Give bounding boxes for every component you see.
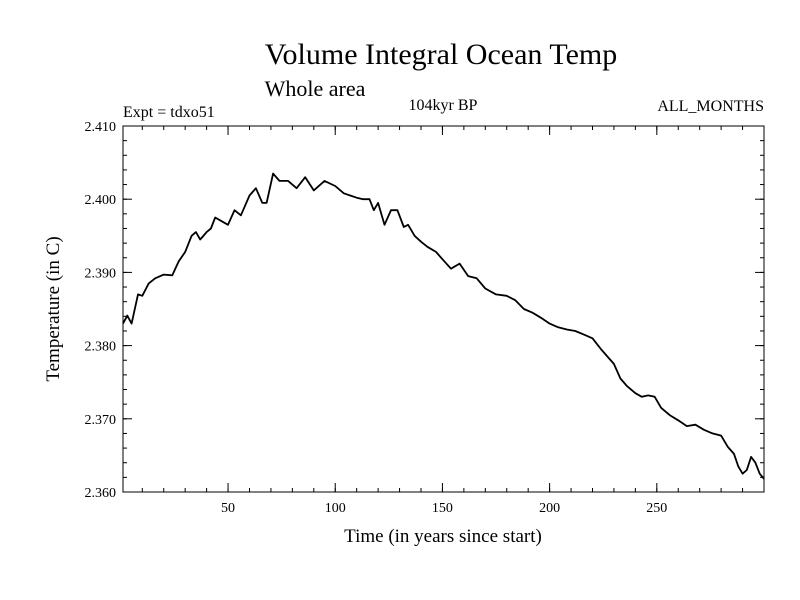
- chart-subtitle: Whole area: [265, 76, 366, 101]
- y-tick-label: 2.370: [85, 413, 117, 428]
- experiment-label: Expt = tdxo51: [123, 104, 215, 121]
- major-ticks: [123, 125, 764, 493]
- y-tick-label: 2.380: [85, 340, 117, 355]
- y-axis-label: Temperature (in C): [43, 236, 64, 381]
- y-tick-label: 2.360: [85, 486, 117, 501]
- plot-frame: [122, 125, 765, 493]
- chart-title: Volume Integral Ocean Temp: [265, 38, 618, 71]
- y-tick-label: 2.410: [85, 120, 117, 135]
- minor-ticks: [123, 126, 764, 492]
- x-tick-label: 50: [221, 501, 235, 516]
- x-axis-label: Time (in years since start): [344, 526, 542, 547]
- y-tick-label: 2.400: [85, 193, 117, 208]
- y-tick-label: 2.390: [85, 266, 117, 281]
- x-tick-label: 100: [325, 501, 346, 516]
- x-tick-label: 150: [432, 501, 453, 516]
- x-tick-label: 200: [539, 501, 560, 516]
- y-tick-labels: 2.360 2.370 2.380 2.390 2.400 2.410: [85, 120, 117, 501]
- series-line: [122, 172, 765, 480]
- period-label: 104kyr BP: [409, 97, 478, 114]
- x-tick-label: 250: [646, 501, 667, 516]
- x-tick-labels: 50 100 150 200 250: [221, 501, 667, 516]
- months-label: ALL_MONTHS: [657, 98, 764, 115]
